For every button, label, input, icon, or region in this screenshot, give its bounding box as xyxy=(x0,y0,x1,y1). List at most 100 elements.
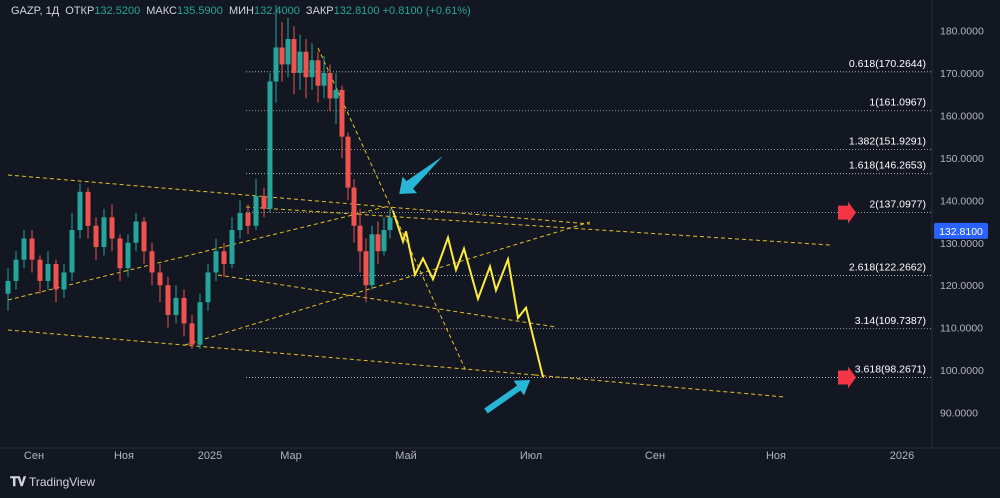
cyan-arrow-bottom xyxy=(484,380,531,414)
candle xyxy=(267,72,273,214)
trend-line xyxy=(217,274,557,328)
candle xyxy=(273,5,279,103)
candle xyxy=(229,217,235,269)
symbol-header: GAZP, 1Д ОТКР132.5200 МАКС135.5900 МИН13… xyxy=(11,5,471,17)
cyan-arrow-top xyxy=(399,156,443,195)
candle xyxy=(45,251,51,290)
candle xyxy=(279,22,285,82)
y-tick-label: 110.0000 xyxy=(940,323,983,335)
trend-line xyxy=(184,221,591,346)
y-tick-label: 170.0000 xyxy=(940,68,984,80)
candle xyxy=(29,230,35,273)
candle xyxy=(387,208,393,239)
candle xyxy=(261,187,267,218)
candle xyxy=(351,179,357,243)
candle xyxy=(221,242,227,277)
high-value: 135.5900 xyxy=(177,5,223,17)
candle xyxy=(133,213,139,252)
y-tick-label: 120.0000 xyxy=(940,280,984,292)
last-price-tag: 132.8100 xyxy=(934,222,988,239)
candle xyxy=(297,34,303,90)
candle xyxy=(141,217,147,264)
trend-line xyxy=(7,206,386,301)
candle xyxy=(13,251,19,290)
candle xyxy=(339,85,345,158)
y-tick-label: 90.0000 xyxy=(940,408,978,420)
x-tick-label: Июл xyxy=(520,450,542,462)
candle xyxy=(5,268,11,311)
candle xyxy=(327,64,333,112)
candle xyxy=(321,55,327,99)
x-tick-label: Ноя xyxy=(766,450,786,462)
brand-label: TradingView xyxy=(29,475,96,489)
candle xyxy=(363,238,369,303)
candle xyxy=(157,263,163,303)
fib-level-label: 0.618(170.2644) xyxy=(849,58,926,70)
candle xyxy=(369,225,375,290)
candle xyxy=(165,276,171,328)
y-tick-label: 150.0000 xyxy=(940,153,984,165)
candle xyxy=(21,230,27,269)
candle xyxy=(357,208,363,273)
candle xyxy=(333,72,339,124)
y-tick-label: 180.0000 xyxy=(940,26,984,38)
candle xyxy=(381,217,387,256)
y-tick-label: 130.0000 xyxy=(940,238,984,250)
candle xyxy=(69,213,75,281)
close-label: ЗАКР xyxy=(305,5,334,17)
fib-level-label: 1.382(151.9291) xyxy=(849,136,926,148)
fib-level-label: 1(161.0967) xyxy=(869,97,926,109)
tradingview-logo[interactable]: 𝐓𝐕 TradingView xyxy=(10,474,95,490)
candle xyxy=(285,17,291,78)
candle xyxy=(205,263,211,311)
symbol-label[interactable]: GAZP, 1Д xyxy=(11,5,60,17)
candle xyxy=(197,293,203,349)
x-tick-label: 2025 xyxy=(198,450,222,462)
x-tick-label: Сен xyxy=(645,450,665,462)
trend-line xyxy=(7,174,591,225)
candle xyxy=(375,221,381,264)
candle xyxy=(77,183,83,239)
x-tick-label: 2026 xyxy=(890,450,914,462)
fib-level-label: 3.618(98.2671) xyxy=(855,363,926,375)
candle xyxy=(245,204,251,235)
fib-level-label: 3.14(109.7387) xyxy=(855,315,926,327)
high-label: МАКС xyxy=(146,5,177,17)
candle xyxy=(253,179,259,231)
candle xyxy=(315,51,321,103)
close-value: 132.8100 xyxy=(333,5,380,17)
candle xyxy=(117,234,123,281)
low-label: МИН xyxy=(228,5,254,17)
open-value: 132.5200 xyxy=(94,5,141,17)
last-price-label: 132.8100 xyxy=(939,226,983,238)
fib-level-label: 2(137.0977) xyxy=(869,199,926,211)
candle xyxy=(61,263,67,298)
candle xyxy=(237,200,243,239)
red-arrow-marker xyxy=(838,201,856,224)
red-arrow-marker xyxy=(838,366,856,389)
x-tick-label: Мар xyxy=(280,450,302,462)
candle xyxy=(85,187,91,239)
candle xyxy=(109,204,115,252)
candle xyxy=(101,208,107,256)
candle xyxy=(125,234,131,277)
candle xyxy=(173,285,179,324)
candle xyxy=(213,238,219,281)
fib-level-label: 2.618(122.2662) xyxy=(849,262,926,274)
change-value: +0.8100 (+0.61%) xyxy=(382,5,471,17)
projection-path xyxy=(392,210,544,378)
candle xyxy=(37,255,43,294)
candle xyxy=(149,242,155,286)
candle xyxy=(345,132,351,201)
candle xyxy=(181,289,187,337)
x-tick-label: Сен xyxy=(24,450,44,462)
candle xyxy=(93,217,99,260)
candle xyxy=(53,259,59,303)
y-tick-label: 100.0000 xyxy=(940,365,984,377)
x-tick-label: Май xyxy=(395,450,417,462)
fib-level-label: 1.618(146.2653) xyxy=(849,160,926,172)
low-value: 132.4000 xyxy=(253,5,300,17)
candle xyxy=(309,43,315,90)
tv-logo-icon: 𝐓𝐕 xyxy=(10,474,26,489)
